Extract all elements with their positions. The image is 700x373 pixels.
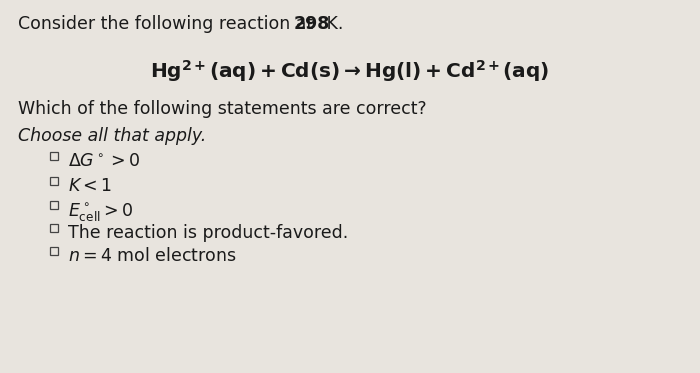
Text: Which of the following statements are correct?: Which of the following statements are co… (18, 100, 426, 118)
Text: $K < 1$: $K < 1$ (68, 177, 112, 195)
Text: Choose all that apply.: Choose all that apply. (18, 127, 206, 145)
Text: $n = 4$ mol electrons: $n = 4$ mol electrons (68, 247, 237, 265)
Text: The reaction is product-favored.: The reaction is product-favored. (68, 224, 349, 242)
Text: $\Delta G^\circ > 0$: $\Delta G^\circ > 0$ (68, 152, 141, 170)
Text: Consider the following reaction at: Consider the following reaction at (18, 15, 318, 33)
Text: K.: K. (321, 15, 344, 33)
Text: $E^\circ_{\rm cell} > 0$: $E^\circ_{\rm cell} > 0$ (68, 201, 134, 223)
Text: $\bf{Hg}^{2+}\bf{(aq) + Cd(s) \rightarrow Hg(l) + Cd}^{2+}\bf{(aq)}$: $\bf{Hg}^{2+}\bf{(aq) + Cd(s) \rightarro… (150, 58, 550, 84)
Text: 298: 298 (294, 15, 330, 33)
